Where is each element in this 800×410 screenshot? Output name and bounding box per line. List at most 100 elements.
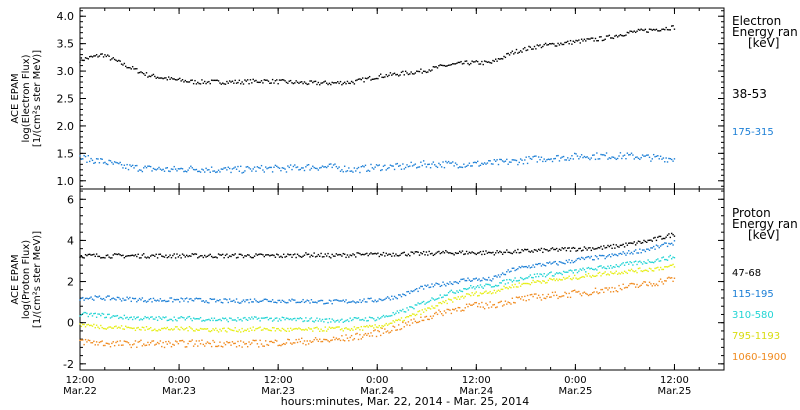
data-point [321, 82, 324, 84]
data-point [224, 298, 227, 300]
data-point [343, 340, 346, 342]
data-point [605, 256, 608, 258]
data-point [442, 281, 444, 283]
data-point [184, 346, 187, 348]
data-point [260, 164, 263, 167]
data-point [127, 342, 130, 344]
data-point [377, 77, 379, 80]
data-point [589, 38, 591, 40]
data-point [205, 328, 207, 330]
data-point [471, 287, 473, 289]
data-point [159, 329, 162, 331]
data-point [233, 82, 235, 84]
data-point [169, 329, 171, 331]
data-point [281, 299, 284, 302]
data-point [199, 83, 202, 85]
data-point [359, 252, 361, 255]
data-point [569, 39, 572, 42]
data-point [215, 79, 217, 82]
data-point [227, 301, 229, 304]
data-point [95, 158, 98, 160]
data-point [622, 155, 624, 157]
data-point [531, 158, 533, 160]
data-point [539, 262, 541, 265]
data-point [151, 254, 153, 256]
data-point [335, 326, 338, 328]
data-point [223, 167, 225, 169]
data-point [403, 293, 405, 296]
data-point [192, 82, 195, 85]
data-point [259, 339, 261, 342]
data-point [551, 160, 554, 163]
data-point [373, 168, 375, 170]
data-point [508, 301, 511, 304]
data-point [217, 345, 220, 347]
data-point [251, 82, 253, 84]
data-point [122, 167, 124, 169]
data-point [549, 42, 551, 45]
data-point [230, 317, 232, 320]
data-point [486, 283, 489, 286]
data-point [625, 254, 627, 256]
data-point [457, 296, 459, 298]
data-point [457, 252, 459, 254]
data-point [479, 164, 482, 166]
data-point [551, 279, 554, 281]
data-point [350, 80, 353, 83]
data-point [172, 343, 174, 346]
data-point [636, 263, 638, 266]
data-point [643, 269, 645, 272]
data-point [276, 340, 278, 342]
data-point [201, 168, 203, 170]
data-point [294, 82, 296, 84]
data-point [440, 313, 443, 315]
data-point [191, 328, 193, 330]
data-point [476, 160, 479, 163]
data-point [431, 252, 433, 255]
data-point [662, 157, 665, 159]
data-point [205, 342, 207, 345]
data-point [483, 253, 486, 256]
data-point [513, 53, 515, 55]
data-point [476, 279, 479, 281]
data-point [467, 164, 469, 166]
data-point [535, 276, 537, 278]
data-point [305, 166, 307, 168]
data-point [197, 170, 199, 173]
data-point [536, 280, 538, 282]
data-point [536, 297, 538, 299]
data-point [94, 312, 96, 315]
data-point [425, 166, 428, 168]
legend-title: Proton [732, 206, 771, 220]
data-point [375, 319, 378, 321]
data-point [464, 60, 466, 62]
data-point [353, 254, 356, 256]
data-point [440, 64, 443, 66]
data-point [529, 46, 532, 48]
data-point [381, 299, 383, 302]
data-point [403, 251, 405, 254]
data-point [209, 171, 211, 173]
data-point [274, 80, 277, 82]
data-point [328, 341, 331, 343]
data-point [665, 26, 667, 29]
data-point [400, 310, 403, 312]
data-point [504, 300, 507, 302]
data-point [255, 170, 257, 172]
data-point [458, 280, 461, 283]
data-point [260, 80, 263, 82]
data-point [406, 291, 408, 293]
data-point [341, 84, 343, 86]
data-point [464, 288, 466, 290]
data-point [625, 271, 627, 274]
data-point [525, 277, 527, 279]
data-point [227, 320, 229, 323]
data-point [544, 248, 547, 251]
data-point [526, 277, 529, 279]
data-point [301, 329, 303, 331]
data-point [349, 329, 351, 332]
data-point [434, 253, 436, 256]
data-point [597, 292, 599, 295]
legend-entry: 795-1193 [732, 331, 780, 342]
data-point [289, 327, 292, 330]
